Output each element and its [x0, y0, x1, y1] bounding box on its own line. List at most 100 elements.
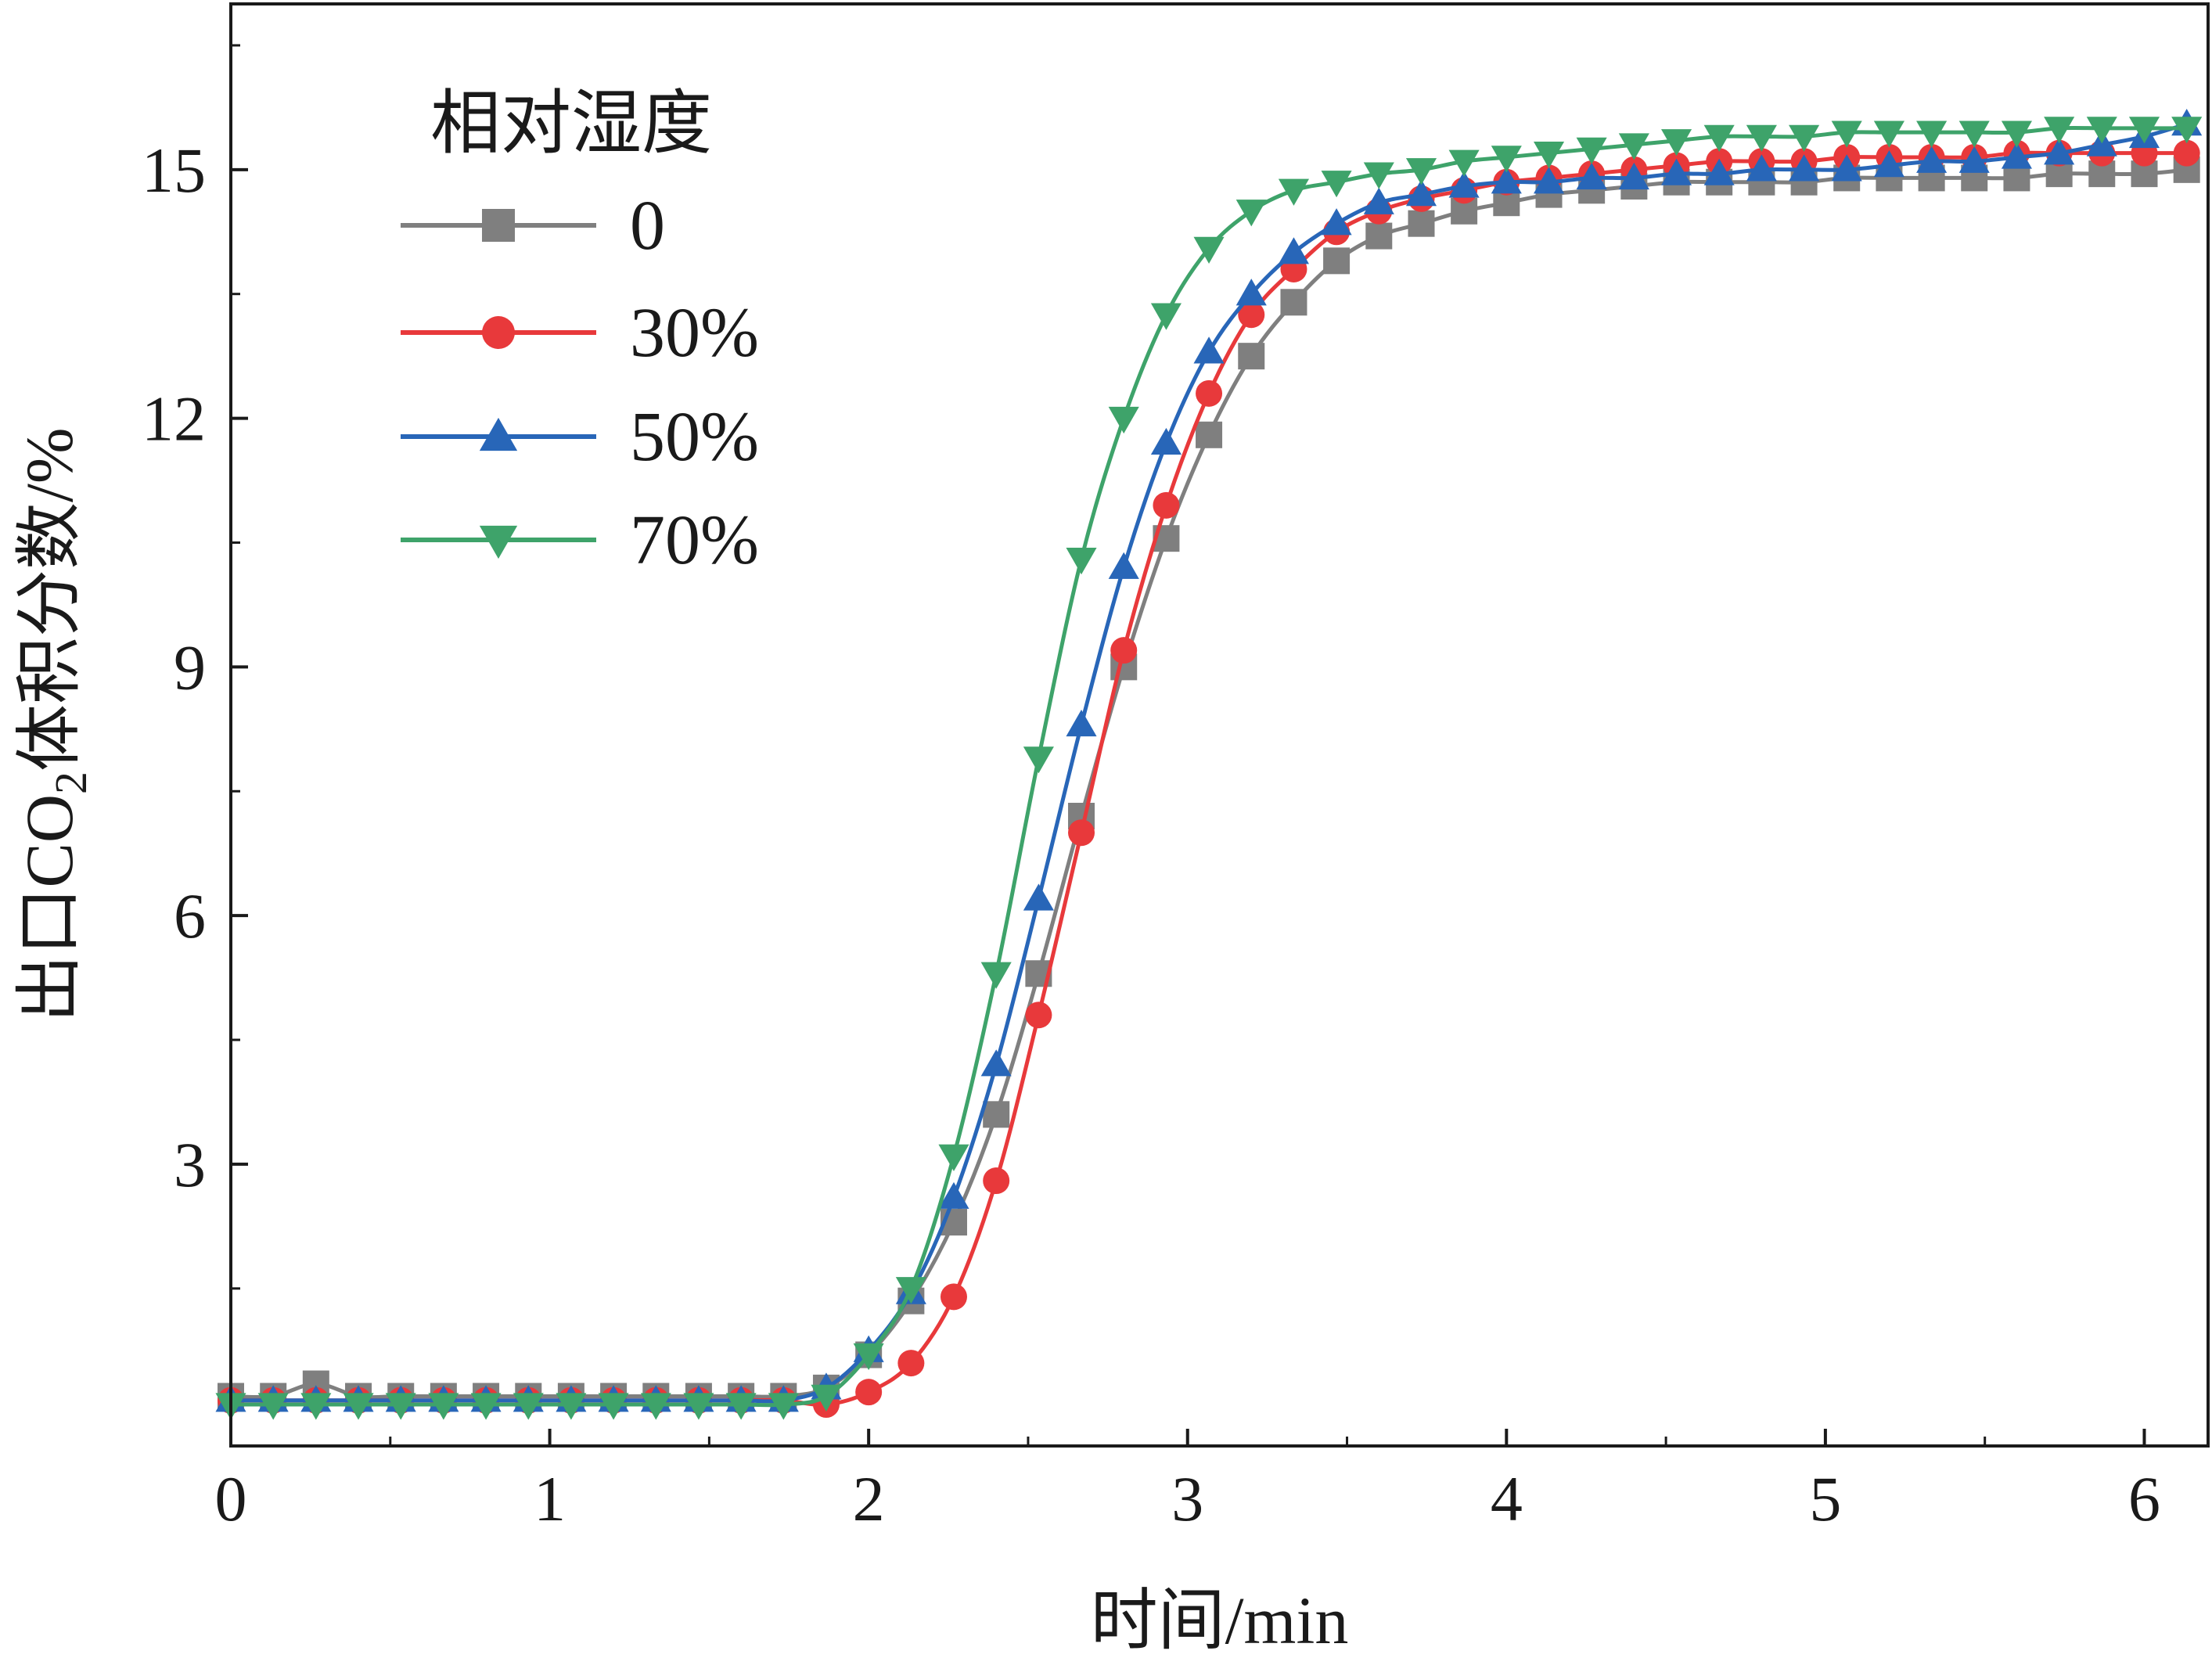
legend-label: 30% [630, 294, 759, 372]
data-point-50pct [1916, 146, 1948, 173]
legend: 相对湿度 0 30% 50% 70% [401, 85, 759, 579]
legend-items: 0 30% 50% 70% [401, 187, 759, 579]
data-point-70pct [1576, 137, 1607, 164]
y-tick-label: 9 [174, 631, 206, 703]
series-line-70pct [231, 125, 2187, 1408]
data-point-70pct [1321, 171, 1352, 198]
data-point-70pct [853, 1343, 884, 1371]
data-point-70pct [2128, 117, 2160, 144]
data-point-70pct [1235, 200, 1267, 227]
data-point-70pct [811, 1384, 842, 1412]
data-point-50pct [1193, 336, 1225, 364]
data-point-70pct [556, 1393, 587, 1420]
data-point-70pct [1789, 124, 1820, 153]
y-axis-title-subscript: 2 [45, 771, 96, 794]
data-point-30pct [897, 1350, 925, 1377]
data-point-70pct [1193, 236, 1225, 264]
x-tick-label: 1 [534, 1463, 566, 1534]
data-point-70pct [1916, 120, 1948, 148]
data-point-70pct [938, 1144, 969, 1171]
data-point-0 [1196, 421, 1223, 448]
data-point-70pct [2171, 117, 2203, 144]
series-line-50pct [231, 122, 2188, 1404]
data-point-50pct [1576, 162, 1607, 190]
data-point-0 [983, 1101, 1010, 1128]
data-point-50pct [1618, 162, 1649, 190]
plot-frame [229, 2, 2210, 1448]
data-point-50pct [1235, 279, 1267, 306]
y-axis-title: 出口CO2体积分数/% [12, 427, 96, 1022]
y-axis: 3 6 9 12 15 [142, 44, 248, 1290]
data-point-70pct [1661, 129, 1692, 156]
data-point-70pct [1746, 124, 1777, 153]
data-point-70pct [1873, 120, 1904, 148]
data-point-70pct [1278, 178, 1310, 206]
data-point-70pct [1066, 547, 1097, 575]
legend-label: 50% [630, 398, 759, 476]
data-point-50pct [1746, 154, 1777, 182]
y-tick-label: 3 [174, 1129, 206, 1200]
data-point-0 [1323, 247, 1351, 275]
data-point-70pct [1618, 133, 1649, 160]
data-point-70pct [1363, 162, 1394, 189]
data-point-50pct [1533, 167, 1565, 194]
data-point-30pct [1196, 379, 1223, 407]
data-point-70pct [980, 962, 1012, 989]
y-tick-label: 15 [142, 135, 206, 206]
data-point-50pct [1108, 552, 1139, 579]
legend-swatch-marker [482, 209, 515, 242]
data-point-50pct [2001, 142, 2033, 169]
x-tick-label: 3 [1171, 1463, 1203, 1534]
series-70pct [215, 117, 2203, 1420]
data-point-30pct [1025, 1002, 1052, 1029]
data-point-50pct [980, 1049, 1012, 1077]
data-point-0 [1280, 289, 1307, 316]
data-point-70pct [2044, 117, 2075, 144]
data-point-0 [1365, 222, 1393, 250]
data-point-70pct [1448, 149, 1480, 177]
data-point-50pct [2044, 138, 2075, 165]
x-tick-label: 6 [2128, 1463, 2160, 1534]
legend-item-50pct: 50% [401, 398, 759, 476]
x-axis: 0 1 2 3 4 5 6 [215, 1429, 2160, 1534]
data-point-70pct [1958, 120, 1990, 148]
data-point-70pct [725, 1393, 757, 1420]
legend-label: 0 [630, 187, 665, 264]
data-point-70pct [1405, 158, 1437, 185]
x-axis-title: 时间/min [1091, 1583, 1349, 1658]
data-point-70pct [598, 1393, 629, 1420]
data-point-70pct [895, 1277, 926, 1304]
legend-item-0: 0 [401, 187, 665, 264]
data-point-70pct [640, 1393, 671, 1420]
data-point-50pct [1789, 154, 1820, 182]
data-point-70pct [1533, 141, 1565, 169]
data-point-70pct [2001, 120, 2033, 148]
data-point-70pct [1831, 120, 1862, 148]
data-point-0 [1408, 210, 1435, 237]
data-point-50pct [1703, 158, 1735, 185]
data-point-30pct [940, 1283, 967, 1311]
data-point-30pct [1068, 819, 1095, 847]
legend-swatch-marker [479, 417, 518, 451]
data-point-50pct [1066, 709, 1097, 737]
legend-title: 相对湿度 [430, 85, 712, 163]
data-point-30pct [855, 1379, 883, 1406]
data-point-50pct [1448, 171, 1480, 198]
data-point-0 [1238, 343, 1265, 370]
data-point-50pct [1491, 167, 1522, 194]
data-point-50pct [1831, 154, 1862, 182]
y-tick-label: 12 [142, 383, 206, 455]
x-tick-label: 4 [1491, 1463, 1523, 1534]
data-point-70pct [257, 1393, 289, 1420]
y-axis-title-rest: 体积分数/% [12, 427, 87, 771]
data-point-70pct [2086, 117, 2117, 144]
x-tick-label: 5 [1809, 1463, 1841, 1534]
x-tick-label: 2 [853, 1463, 885, 1534]
data-point-50pct [1278, 237, 1310, 264]
data-point-70pct [513, 1393, 544, 1420]
data-point-70pct [1703, 124, 1735, 153]
series-50pct [215, 109, 2203, 1412]
data-point-70pct [1491, 146, 1522, 173]
data-point-70pct [768, 1393, 799, 1420]
